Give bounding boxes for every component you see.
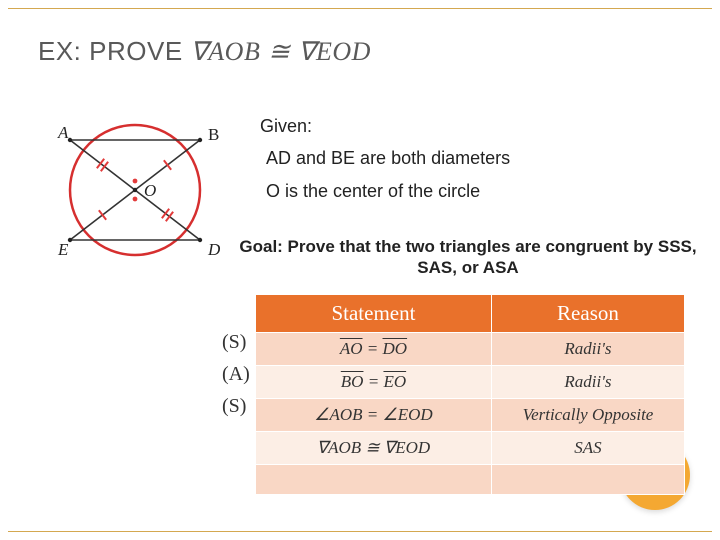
statement-cell: ∇AOB ≅ ∇EOD [256,432,492,465]
reason-cell: Radii's [491,333,684,366]
title-relation: ≅ [268,37,290,66]
diagram-svg: A B E D O [40,110,230,270]
vertex-label: D [207,240,221,259]
given-line1: AD and BE are both diameters [260,142,680,174]
statement-cell: AO = DO [256,333,492,366]
tick-mark [164,160,171,170]
tick-mark [99,210,106,220]
row-marker: (S) [222,326,250,358]
slide-title: EX: PROVE ∇AOB ≅ ∇EOD [38,36,371,67]
vertex-dot [198,238,202,242]
given-heading: Given: [260,110,680,142]
title-math-right: ∇EOD [298,37,371,66]
angle-marker [133,197,138,202]
slide-border-bottom [8,531,712,532]
table-row [256,465,685,495]
statement-cell: BO = EO [256,366,492,399]
title-prefix: EX: PROVE [38,36,183,66]
statement-cell [256,465,492,495]
vertex-dot [198,138,202,142]
title-math-left: ∇AOB [190,37,260,66]
col-reason-header: Reason [491,295,684,333]
proof-table: Statement Reason AO = DORadii'sBO = EORa… [255,294,685,495]
reason-cell [491,465,684,495]
table-row: AO = DORadii's [256,333,685,366]
given-line2: O is the center of the circle [260,175,680,207]
col-statement-header: Statement [256,295,492,333]
reason-cell: SAS [491,432,684,465]
slide-border-top [8,8,712,9]
statement-cell: ∠AOB = ∠EOD [256,399,492,432]
reason-cell: Radii's [491,366,684,399]
vertex-dot [68,238,72,242]
vertex-dot [133,188,137,192]
row-markers: (S)(A)(S) [222,326,250,422]
table-row: ∇AOB ≅ ∇EODSAS [256,432,685,465]
vertex-dot [68,138,72,142]
vertex-label: A [57,123,69,142]
vertex-label: E [57,240,69,259]
table-row: BO = EORadii's [256,366,685,399]
proof-table-header-row: Statement Reason [256,295,685,333]
given-block: Given: AD and BE are both diameters O is… [260,110,680,207]
vertex-label: B [208,125,219,144]
row-marker: (S) [222,390,250,422]
goal-text: Goal: Prove that the two triangles are c… [238,236,698,279]
vertex-label: O [144,181,156,200]
circle-diagram: A B E D O [40,110,230,270]
reason-cell: Vertically Opposite [491,399,684,432]
row-marker: (A) [222,358,250,390]
angle-marker [133,179,138,184]
table-row: ∠AOB = ∠EODVertically Opposite [256,399,685,432]
